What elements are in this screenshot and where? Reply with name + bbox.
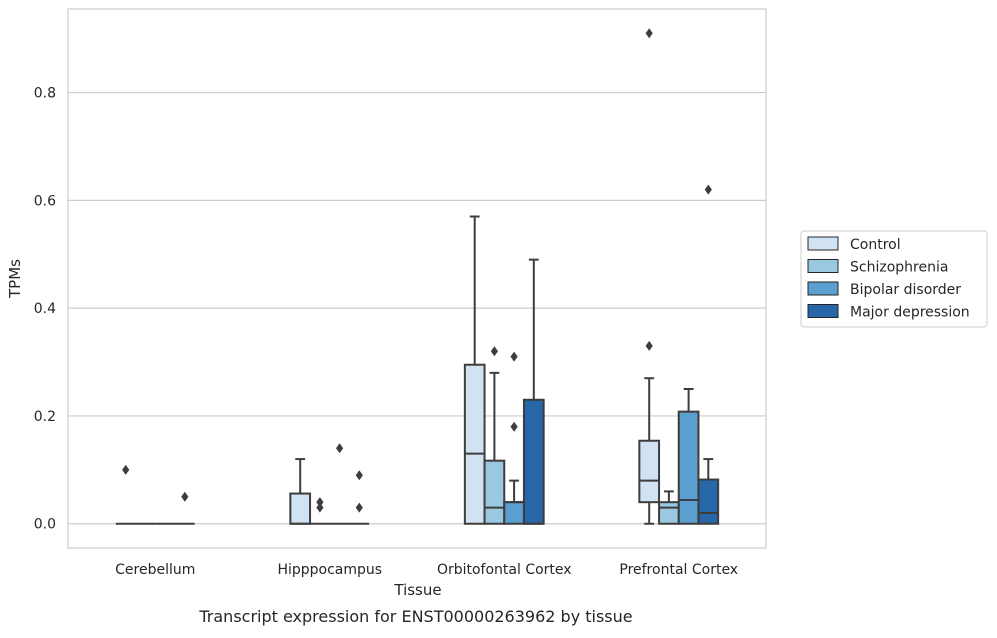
y-tick-label: 0.4	[34, 301, 56, 317]
box-iqr	[677, 410, 700, 525]
outlier-point	[510, 421, 518, 432]
box-group	[329, 443, 350, 525]
legend-label: Bipolar disorder	[850, 282, 961, 298]
x-tick-label: Prefrontal Cortex	[619, 562, 738, 578]
x-tick-label: Hipppocampus	[277, 562, 382, 578]
box-group	[503, 351, 525, 525]
outlier-point	[316, 497, 324, 508]
box-group	[697, 184, 720, 525]
outlier-point	[490, 346, 498, 357]
box-group	[310, 497, 330, 525]
chart-caption: Transcript expression for ENST0000026396…	[198, 607, 632, 626]
box-group	[115, 464, 136, 525]
box-group	[349, 470, 370, 525]
legend-items: Control Schizophrenia Bipolar disorder Majo…	[807, 236, 970, 321]
y-axis-label: TPMs	[6, 259, 24, 299]
box-group	[522, 258, 545, 525]
box-iqr	[463, 363, 486, 525]
box-iqr	[483, 459, 506, 525]
box-group	[658, 490, 680, 525]
box-iqr	[503, 501, 525, 525]
y-tick-label: 0.2	[34, 409, 56, 425]
outlier-point	[510, 351, 518, 362]
x-axis-ticks: Cerebellum Hipppocampus Orbitofontal Corte…	[115, 562, 738, 578]
outlier-point	[704, 184, 712, 195]
legend-frame	[800, 230, 988, 328]
y-tick-label: 0.8	[34, 86, 56, 102]
x-tick-label: Orbitofontal Cortex	[437, 562, 572, 578]
outlier-point	[355, 470, 363, 481]
legend-swatch	[807, 281, 839, 296]
legend-label: Schizophrenia	[850, 260, 948, 276]
outlier-point	[122, 464, 130, 475]
legend-label: Major depression	[850, 305, 970, 321]
box-group	[677, 387, 700, 525]
box-iqr	[658, 501, 680, 525]
legend-label: Control	[850, 237, 901, 253]
outlier-point	[645, 340, 653, 351]
box-iqr	[638, 439, 661, 504]
y-tick-label: 0.0	[34, 517, 56, 533]
legend-swatch	[807, 259, 839, 273]
box-iqr	[697, 478, 720, 525]
box-iqr	[522, 398, 545, 525]
box-iqr	[289, 492, 312, 525]
box-group	[463, 215, 486, 525]
x-axis-label: Tissue	[393, 581, 441, 599]
grid-lines	[68, 91, 766, 525]
x-tick-label: Cerebellum	[115, 562, 195, 578]
outlier-point	[645, 28, 653, 39]
legend-swatch	[807, 304, 839, 318]
outlier-point	[355, 502, 363, 513]
box-group	[289, 458, 312, 525]
outlier-point	[181, 491, 189, 502]
y-axis-ticks: 0.0 0.2 0.4 0.6 0.8	[34, 86, 56, 533]
box-group	[174, 491, 195, 525]
box-group	[483, 346, 506, 525]
outlier-point	[336, 443, 344, 454]
outlier-point	[316, 502, 324, 513]
chart-legend: Control Schizophrenia Bipolar disorder Majo…	[800, 230, 988, 328]
box-groups	[115, 28, 720, 525]
plot-area	[67, 8, 767, 549]
box-group	[638, 28, 661, 525]
y-tick-label: 0.6	[34, 193, 56, 209]
legend-swatch	[807, 236, 839, 251]
